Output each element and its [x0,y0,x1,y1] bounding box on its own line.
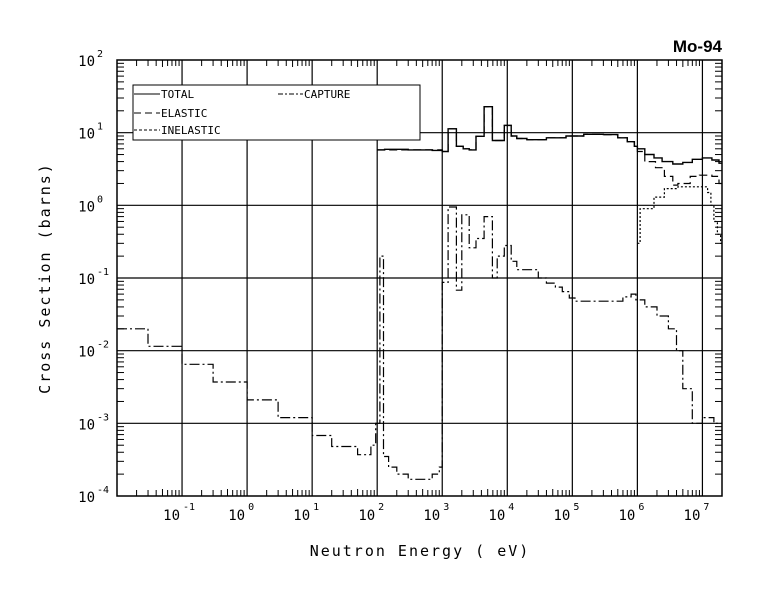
y-tick-label: 10 [78,54,95,70]
series-total [377,106,722,165]
plot-frame [116,59,723,497]
y-tick-exponent: -4 [97,485,109,496]
legend-label-inelastic: INELASTIC [161,124,221,137]
y-tick-exponent: 1 [97,122,103,133]
legend-label-elastic: ELASTIC [161,107,207,120]
x-tick-label: 10 [488,508,505,524]
chart-title: Mo-94 [673,37,723,56]
y-tick-exponent: -2 [97,340,109,351]
x-tick-exponent: 7 [703,502,709,513]
grid-lines [117,60,722,496]
x-tick-label: 10 [358,508,375,524]
y-tick-label: 10 [78,127,95,143]
legend-label-total: TOTAL [161,88,194,101]
x-tick-label: 10 [684,508,701,524]
x-tick-exponent: -1 [183,502,195,513]
series-elastic [377,106,722,186]
x-tick-exponent: 2 [378,502,384,513]
series-capture [117,206,722,480]
x-tick-label: 10 [619,508,636,524]
y-tick-label: 10 [78,490,95,506]
y-tick-exponent: -1 [97,267,109,278]
y-tick-label: 10 [78,417,95,433]
legend: TOTAL ELASTIC INELASTIC CAPTURE [132,84,421,141]
y-axis-label: Cross Section (barns) [36,162,54,394]
x-tick-exponent: 5 [573,502,579,513]
x-tick-exponent: 0 [248,502,254,513]
x-tick-label: 10 [228,508,245,524]
y-tick-label: 10 [78,345,95,361]
y-tick-label: 10 [78,272,95,288]
x-tick-label: 10 [423,508,440,524]
x-axis-label: Neutron Energy ( eV) [310,542,531,560]
x-tick-label: 10 [293,508,310,524]
x-tick-exponent: 6 [638,502,644,513]
legend-label-capture: CAPTURE [304,88,350,101]
series-inelastic [637,186,722,244]
axis-ticks [117,60,723,496]
x-tick-exponent: 3 [443,502,449,513]
y-tick-label: 10 [78,199,95,215]
y-tick-exponent: 0 [97,194,103,205]
x-tick-label: 10 [553,508,570,524]
y-tick-exponent: -3 [97,412,109,423]
y-tick-exponent: 2 [97,49,103,60]
legend-box [132,84,421,141]
series-lines [117,106,722,480]
x-tick-label: 10 [163,508,180,524]
x-tick-exponent: 1 [313,502,319,513]
x-tick-exponent: 4 [508,502,514,513]
